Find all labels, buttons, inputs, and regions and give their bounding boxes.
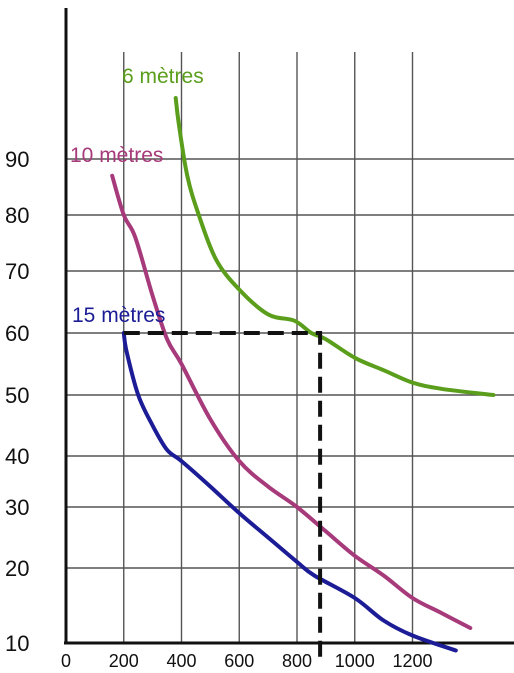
x-tick-label-800: 800: [282, 651, 312, 671]
x-tick-label-1200: 1200: [392, 651, 432, 671]
reference-dashed-line: [123, 331, 323, 658]
y-tick-label-70: 70: [5, 259, 29, 284]
series-label-2: 10 mètres: [70, 144, 163, 167]
reference-line: [123, 331, 323, 658]
series-line-1: [173, 96, 496, 397]
series-label-3: 15 mètres: [72, 304, 165, 327]
x-tick-label-200: 200: [109, 651, 139, 671]
x-tick-label-400: 400: [166, 651, 196, 671]
series-label-1: 6 mètres: [122, 65, 204, 88]
y-tick-label-10: 10: [5, 631, 29, 656]
x-tick-label-0: 0: [61, 651, 71, 671]
y-tick-label-80: 80: [5, 203, 29, 228]
x-tick-label-1000: 1000: [335, 651, 375, 671]
labels: 6 mètres 10 mètres 15 mètres 10 20 30 40 50 60 70…: [5, 65, 433, 671]
series-line-3: [121, 331, 458, 653]
y-tick-label-30: 30: [5, 495, 29, 520]
y-tick-label-20: 20: [5, 556, 29, 581]
y-tick-label-60: 60: [5, 321, 29, 346]
series-line-2: [110, 173, 473, 630]
series-lines: [110, 96, 496, 653]
y-tick-label-90: 90: [5, 147, 29, 172]
x-tick-label-600: 600: [224, 651, 254, 671]
y-tick-label-50: 50: [5, 383, 29, 408]
grid: [66, 52, 514, 643]
y-tick-label-40: 40: [5, 444, 29, 469]
